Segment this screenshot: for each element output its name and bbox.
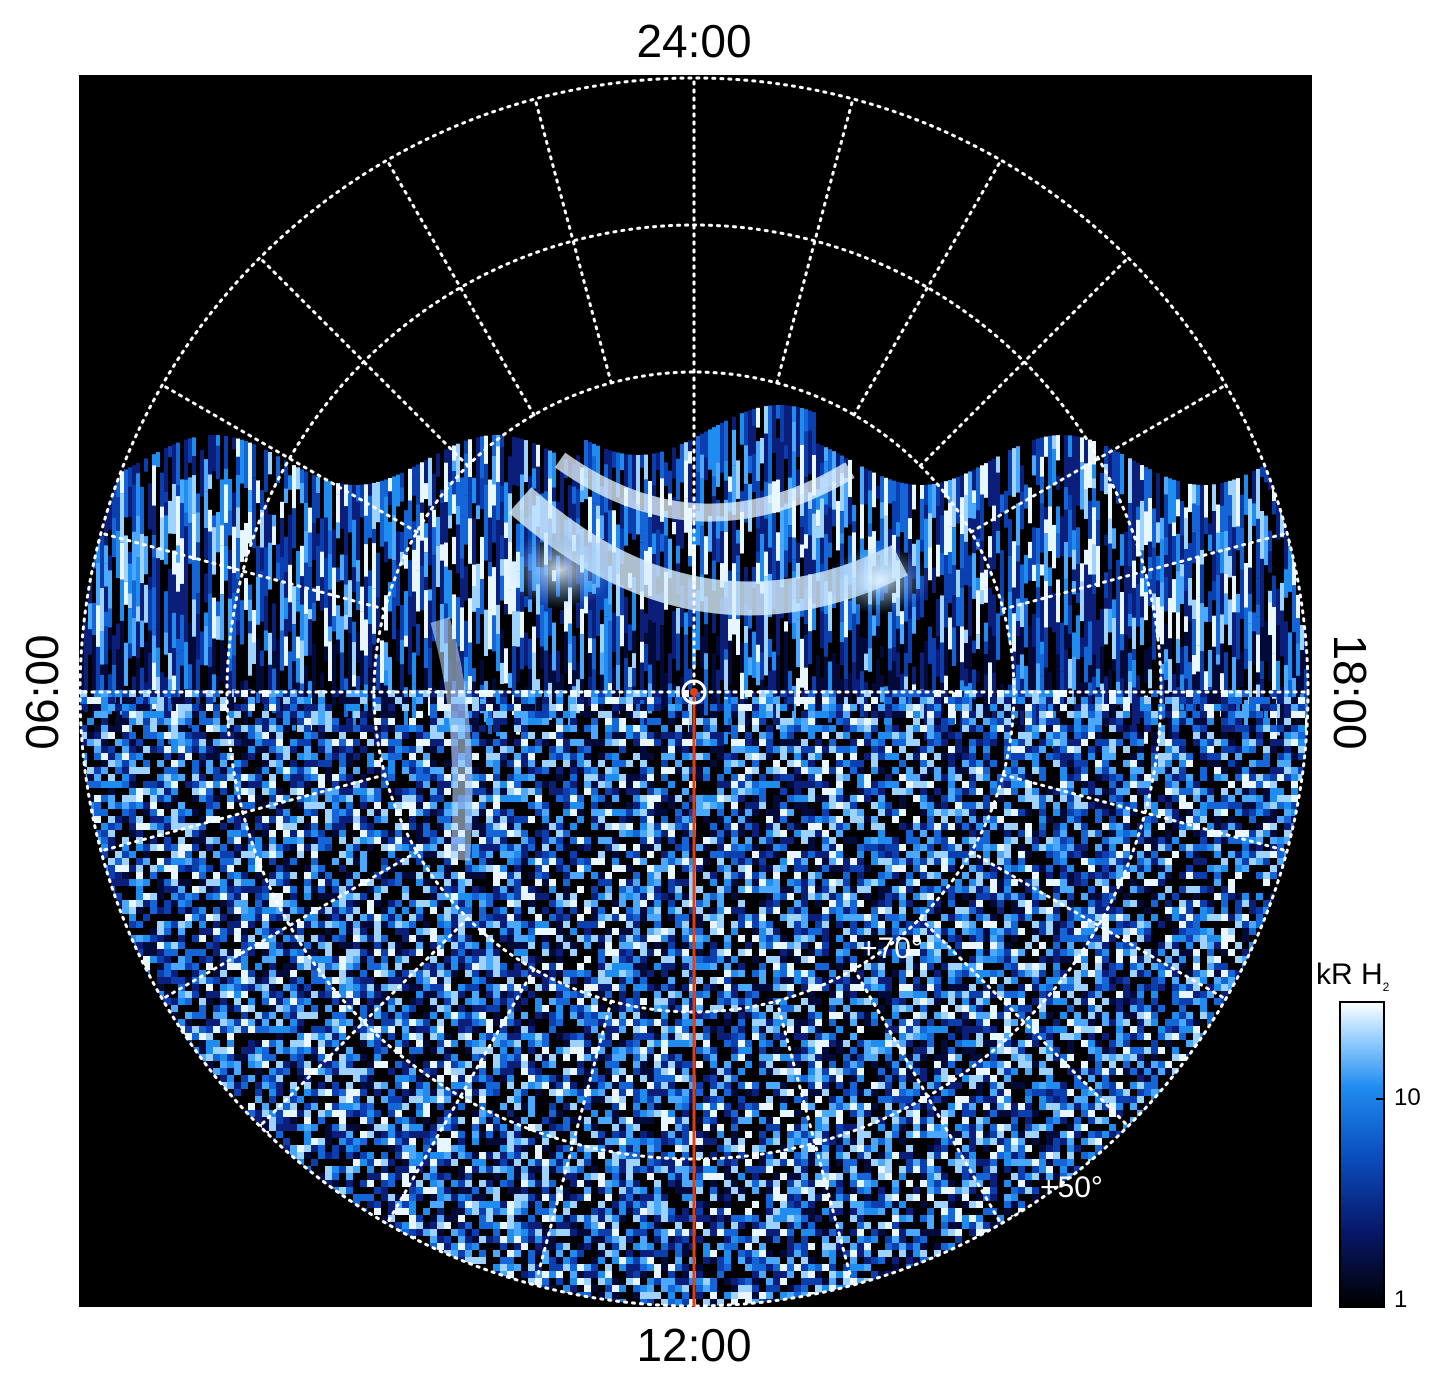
latitude-label-70: +70° — [860, 932, 923, 965]
meridian-line-4 — [852, 967, 1003, 1226]
pole-marker-icon — [681, 679, 707, 705]
oval-bright-spot-dawn — [505, 530, 615, 610]
local-time-label-left: 06:00 — [16, 634, 68, 750]
meridian-line-3 — [918, 916, 1130, 1128]
latitude-label-50: +50° — [1040, 1171, 1103, 1204]
meridian-line-8 — [385, 967, 536, 1226]
meridian-line-7 — [533, 999, 613, 1287]
pole-center-dot — [690, 688, 698, 696]
meridian-line-11 — [99, 773, 387, 853]
latitude-circle-2 — [79, 76, 1310, 1307]
meridian-line-22 — [969, 383, 1228, 534]
meridian-line-20 — [852, 158, 1003, 417]
local-time-label-bottom: 12:00 — [636, 1319, 752, 1371]
meridian-line-21 — [918, 256, 1130, 468]
oval-arc-dawn-side — [430, 617, 473, 861]
meridian-line-14 — [160, 383, 419, 534]
colorbar-tick-label-10: 10 — [1394, 1084, 1421, 1111]
oval-arc-upper — [554, 452, 855, 522]
meridian-line-17 — [533, 97, 613, 385]
meridian-line-9 — [258, 916, 470, 1128]
coordinate-grid — [79, 76, 1310, 1307]
meridian-line-15 — [258, 256, 470, 468]
colorbar-title-subscript: 2 — [1382, 980, 1390, 994]
colorbar — [1339, 1001, 1385, 1308]
auroral-oval — [430, 452, 930, 861]
meridian-line-10 — [160, 850, 419, 1001]
oval-bright-spot-dusk — [830, 545, 930, 615]
local-time-label-right: 18:00 — [1324, 634, 1376, 750]
meridian-line-2 — [969, 850, 1228, 1001]
meridian-line-5 — [775, 999, 855, 1287]
meridian-line-13 — [99, 531, 387, 611]
meridian-line-16 — [385, 158, 536, 417]
meridian-line-1 — [1001, 773, 1289, 853]
local-time-label-top: 24:00 — [636, 15, 752, 67]
colorbar-title-main: kR H — [1316, 958, 1383, 991]
colorbar-tick-label-1: 1 — [1394, 1286, 1408, 1313]
meridian-line-19 — [775, 97, 855, 385]
meridian-line-23 — [1001, 531, 1289, 611]
colorbar-title: kR H2 — [1316, 958, 1389, 994]
